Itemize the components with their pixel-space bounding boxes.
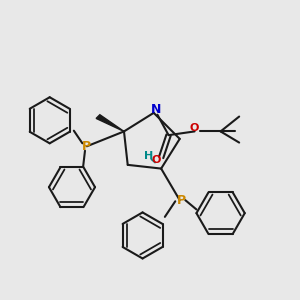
Polygon shape: [96, 115, 124, 131]
Text: O: O: [152, 155, 161, 165]
Text: H: H: [143, 151, 153, 160]
Text: O: O: [190, 123, 199, 133]
Text: N: N: [150, 103, 161, 116]
Text: P: P: [82, 140, 92, 153]
Text: P: P: [177, 194, 186, 207]
